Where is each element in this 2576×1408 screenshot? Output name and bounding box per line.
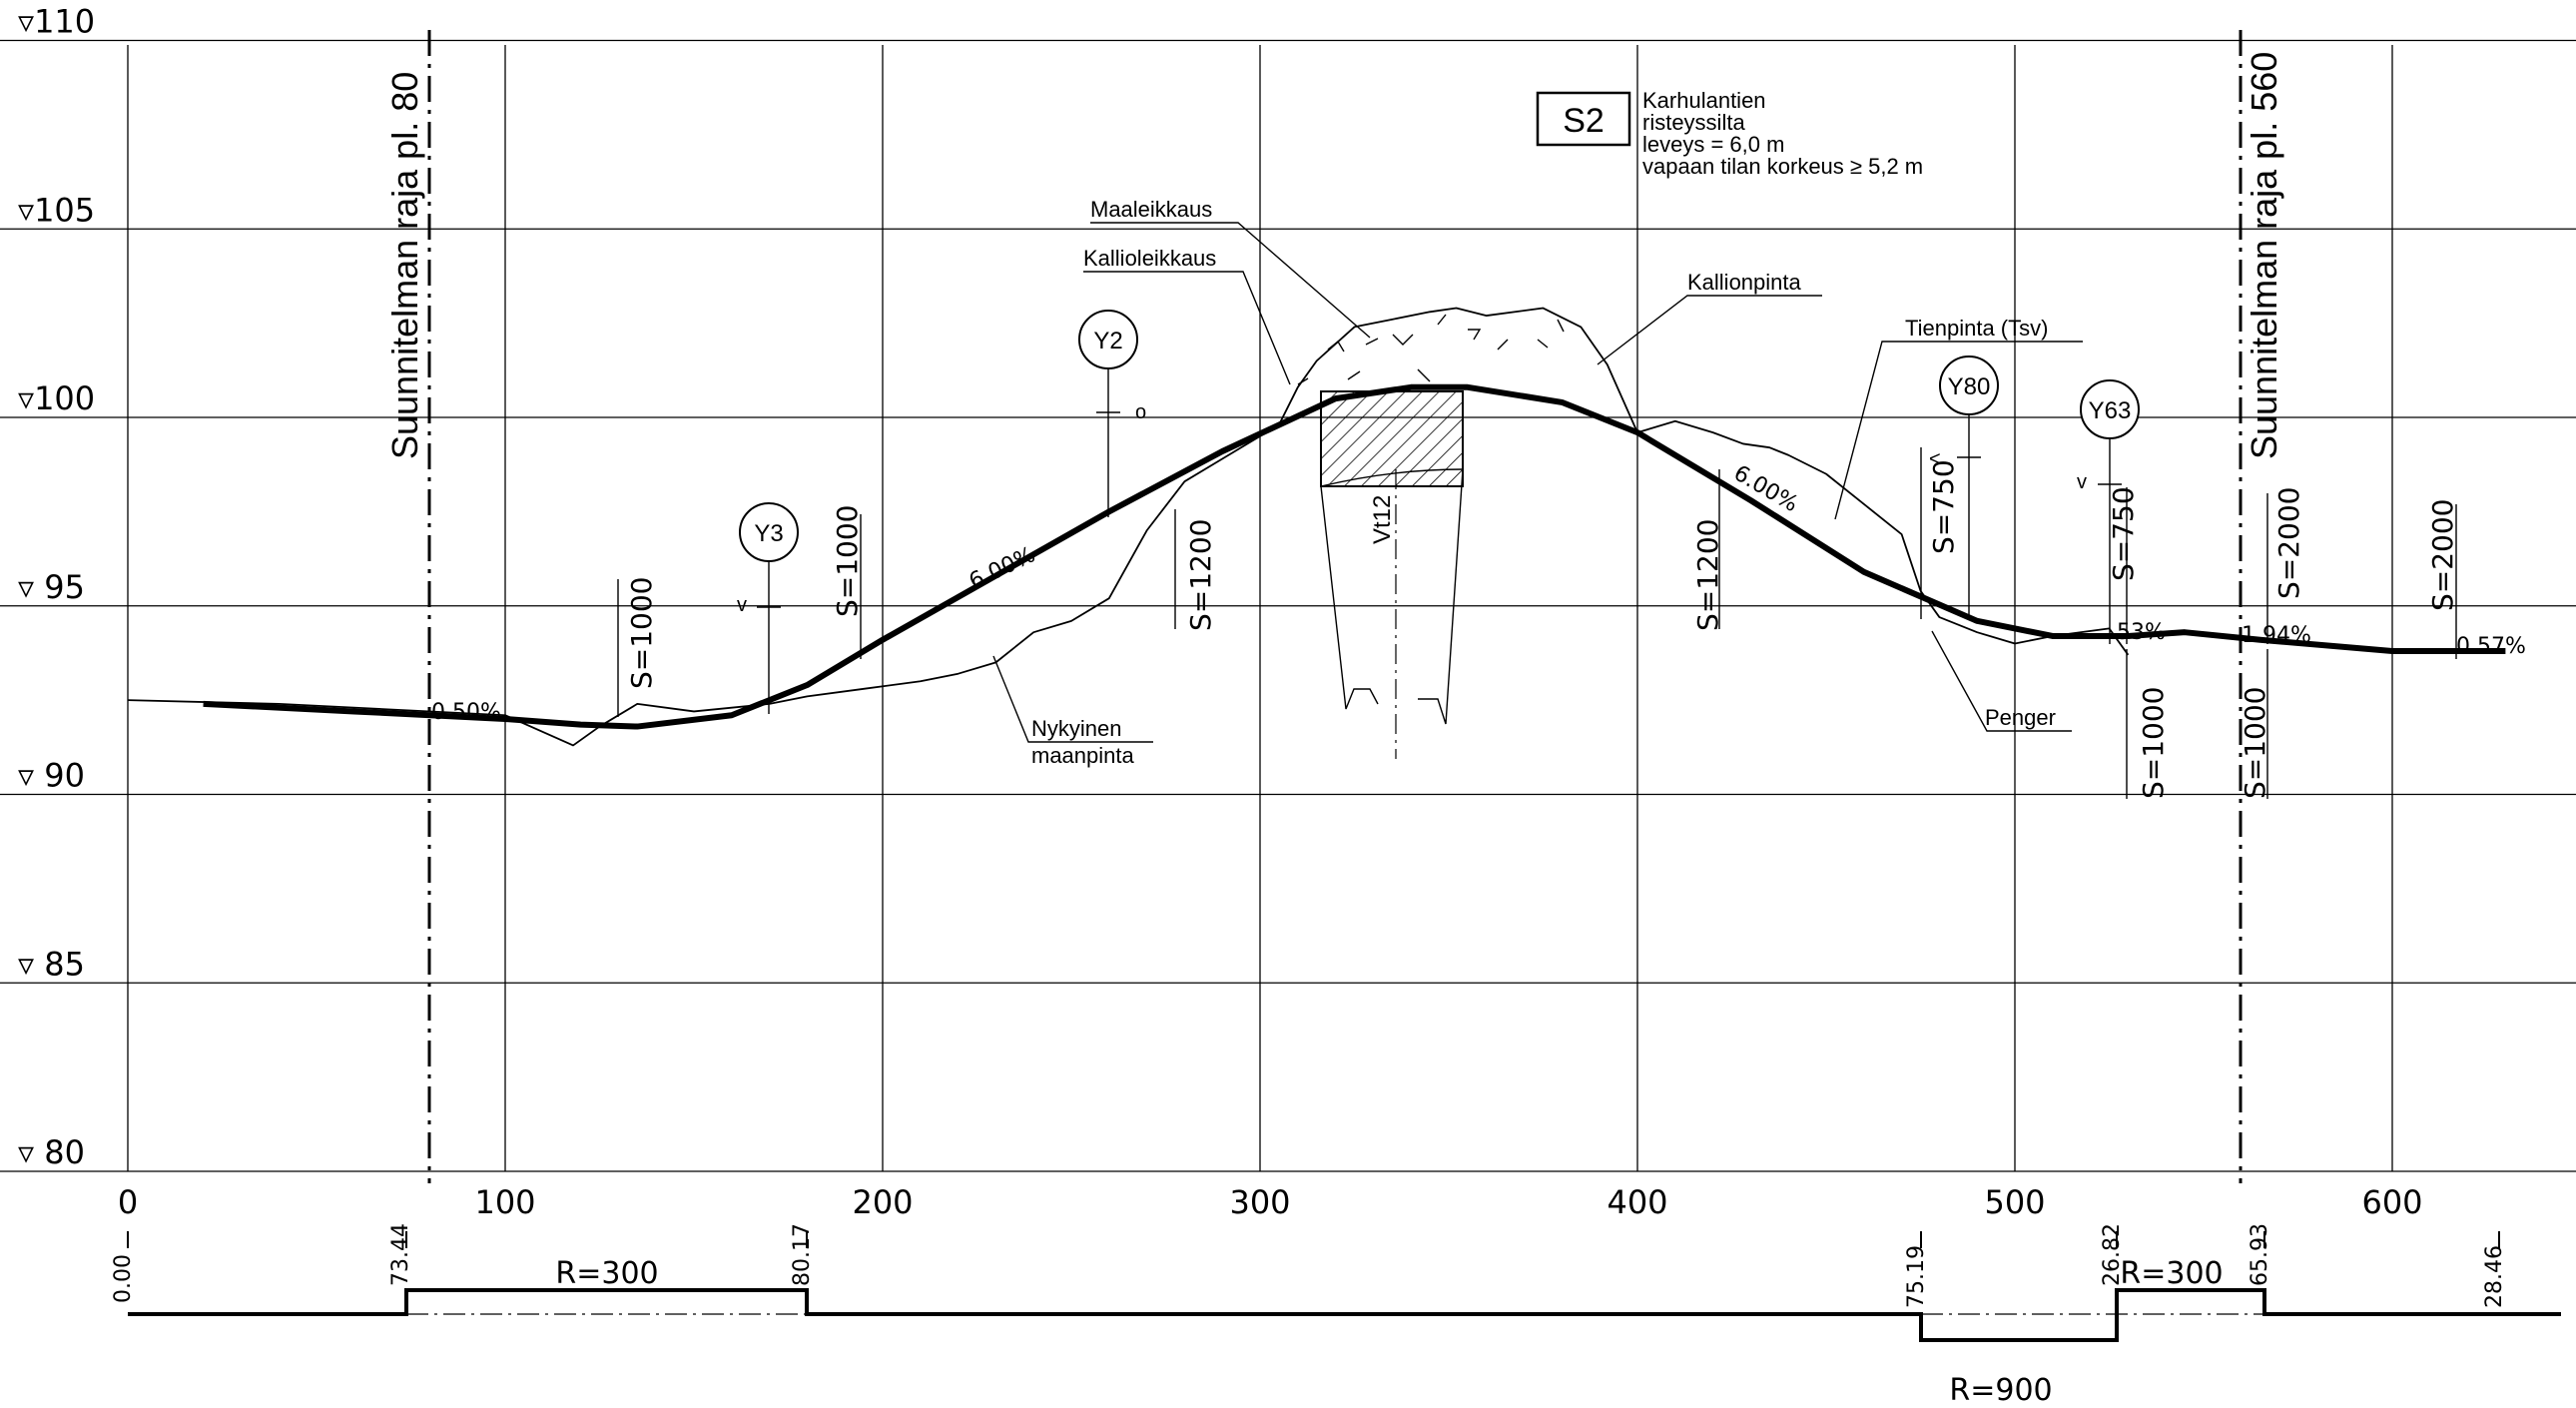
grade-labels: 0.50% 6.00% 6.00% 53% 1.94% 0.57%: [431, 461, 2526, 725]
callout-penger-text: Penger: [1985, 705, 2056, 730]
bridge-line-1: Karhulantien: [1642, 88, 1766, 113]
station-label: 300: [1229, 1183, 1290, 1221]
station-axis: 0 100 200 300 400 500 600: [118, 1183, 2423, 1221]
bridge-s2-callout: S2 Karhulantien risteyssilta leveys = 6,…: [1536, 88, 1923, 179]
callout-maaleikkaus-text: Maaleikkaus: [1090, 197, 1212, 222]
horizontal-alignment: 0.00 73.44 80.17 75.19 26.82 65.93 28.46…: [111, 1223, 2561, 1408]
plan-limit-80-label: Suunnitelman raja pl. 80: [384, 72, 425, 459]
callout-tienpinta: Tienpinta (Tsv): [1834, 316, 2083, 520]
station-label: 500: [1984, 1183, 2045, 1221]
alignment-station-2: 80.17: [790, 1223, 815, 1286]
callout-nykyinen-maanpinta: Nykyinen maanpinta: [992, 655, 1153, 768]
road-surface-line: [203, 383, 2506, 730]
station-label: 600: [2361, 1183, 2422, 1221]
vertex-y2-label: Y2: [1093, 328, 1122, 354]
vertex-y3-label: Y3: [754, 520, 783, 547]
plan-limit-560: Suunnitelman raja pl. 560: [2239, 30, 2284, 1183]
elevation-label: ▿ 80: [18, 1133, 85, 1171]
elevation-label: ▿100: [18, 379, 95, 417]
curve-s1000-b: S=1000: [831, 505, 864, 618]
vertex-y3-mark: v: [737, 594, 747, 616]
grade-194: 1.94%: [2242, 623, 2311, 648]
alignment-station-6: 28.46: [2482, 1245, 2507, 1308]
callout-kallionpinta-text: Kallionpinta: [1687, 270, 1802, 295]
callout-maaleikkaus: Maaleikkaus: [1090, 197, 1371, 339]
bridge-line-4: vapaan tilan korkeus ≥ 5,2 m: [1642, 154, 1923, 179]
curve-s1200-b: S=1200: [1691, 519, 1724, 632]
callout-nykyinen-text-2: maanpinta: [1031, 743, 1135, 768]
grade-057: 0.57%: [2456, 634, 2526, 659]
elevation-label: ▿ 90: [18, 757, 85, 795]
callout-kallioleikkaus-text: Kallioleikkaus: [1083, 246, 1216, 271]
vertex-y3: Y3 v: [737, 502, 799, 714]
alignment-radius-1: R=300: [555, 1256, 658, 1291]
grade-53: 53%: [2117, 620, 2166, 645]
elevation-label: ▿ 85: [18, 945, 85, 983]
callout-penger: Penger: [1931, 630, 2072, 732]
vertex-y80-mark: <: [1929, 448, 1941, 470]
station-label: 0: [118, 1183, 138, 1221]
alignment-radius-3: R=300: [2120, 1256, 2223, 1291]
station-label: 200: [852, 1183, 913, 1221]
curve-s1000-c: S=1000: [2137, 687, 2170, 800]
bridge-line-2: risteyssilta: [1642, 110, 1745, 135]
station-label: 100: [474, 1183, 535, 1221]
alignment-station-5: 65.93: [2248, 1223, 2272, 1286]
existing-ground-line: [127, 307, 2130, 747]
curve-s1200-a: S=1200: [1184, 519, 1217, 632]
callout-kallioleikkaus: Kallioleikkaus: [1083, 246, 1291, 385]
callout-nykyinen-text-1: Nykyinen: [1031, 716, 1121, 741]
vertex-y80-label: Y80: [1948, 373, 1991, 400]
curve-s750-b: S=750: [2107, 486, 2140, 581]
elevation-axis: ▿110 ▿105 ▿100 ▿ 95 ▿ 90 ▿ 85 ▿ 80: [18, 3, 95, 1172]
callout-tienpinta-text: Tienpinta (Tsv): [1905, 316, 2048, 341]
vertex-y63-label: Y63: [2089, 397, 2132, 424]
station-label: 400: [1607, 1183, 1667, 1221]
rock-hatch-symbols: [1297, 314, 1565, 385]
elevation-label: ▿105: [18, 191, 95, 229]
alignment-station-1: 73.44: [388, 1223, 413, 1286]
underpass-vt12: Vt12: [1320, 390, 1464, 759]
vertex-y63: Y63 v: [2077, 379, 2140, 644]
vertex-y2: Y2 o: [1078, 310, 1146, 517]
bridge-line-3: leveys = 6,0 m: [1642, 132, 1784, 157]
grade-600-a: 6.00%: [966, 542, 1039, 594]
curve-markers: S=1000 S=1000 S=1200 S=1200 S=750 S=750 …: [617, 447, 2459, 800]
alignment-station-4: 26.82: [2100, 1223, 2125, 1286]
curve-s1000-a: S=1000: [625, 577, 658, 690]
vertex-y80: Y80 <: [1929, 355, 1999, 619]
curve-s2000-a: S=2000: [2272, 487, 2305, 600]
alignment-station-3: 75.19: [1904, 1245, 1929, 1308]
curve-s2000-b: S=2000: [2426, 499, 2459, 612]
curve-s750-a: S=750: [1927, 459, 1960, 554]
curve-s1000-d: S=1000: [2239, 687, 2271, 800]
alignment-station-0: 0.00: [111, 1254, 136, 1303]
vertex-y2-mark: o: [1135, 401, 1146, 423]
grade-050: 0.50%: [431, 700, 501, 725]
vertex-y63-mark: v: [2077, 471, 2087, 493]
alignment-radius-2: R=900: [1949, 1373, 2052, 1408]
plan-limit-80: Suunnitelman raja pl. 80: [384, 30, 431, 1183]
elevation-label: ▿110: [18, 3, 95, 41]
elevation-label: ▿ 95: [18, 568, 85, 606]
plan-limit-560-label: Suunnitelman raja pl. 560: [2244, 52, 2284, 459]
bridge-code: S2: [1563, 102, 1605, 140]
callout-kallionpinta: Kallionpinta: [1597, 270, 1822, 365]
underpass-label: Vt12: [1369, 495, 1396, 544]
